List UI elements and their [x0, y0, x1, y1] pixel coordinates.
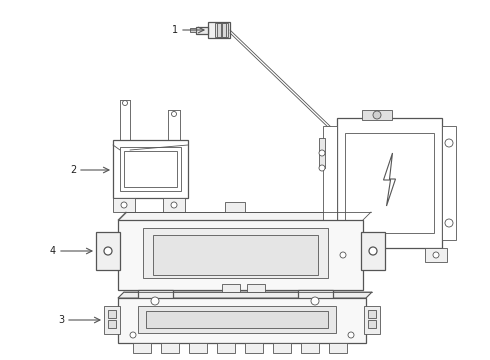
Bar: [337, 118, 442, 248]
Circle shape: [122, 100, 127, 105]
Circle shape: [121, 202, 127, 208]
Circle shape: [171, 202, 177, 208]
Bar: [108, 320, 116, 328]
Bar: [225, 202, 245, 212]
Bar: [96, 232, 120, 270]
Bar: [368, 320, 376, 328]
Bar: [301, 343, 319, 353]
Bar: [362, 110, 392, 120]
Circle shape: [172, 112, 176, 117]
Bar: [215, 23, 228, 37]
Circle shape: [445, 139, 453, 147]
Text: 4: 4: [50, 246, 56, 256]
Text: 3: 3: [58, 315, 64, 325]
Bar: [323, 126, 337, 240]
Circle shape: [319, 150, 325, 156]
Circle shape: [151, 297, 159, 305]
Bar: [113, 198, 135, 212]
Text: 2: 2: [70, 165, 76, 175]
Bar: [120, 147, 181, 191]
Bar: [327, 128, 329, 238]
Bar: [361, 232, 385, 270]
Bar: [333, 128, 335, 238]
Circle shape: [373, 111, 381, 119]
Bar: [189, 343, 207, 353]
Circle shape: [433, 252, 439, 258]
Bar: [118, 298, 366, 343]
Bar: [332, 248, 354, 262]
Bar: [133, 343, 151, 353]
Bar: [247, 284, 265, 292]
Bar: [146, 311, 328, 328]
Bar: [448, 128, 450, 238]
Circle shape: [319, 165, 325, 171]
Bar: [298, 290, 333, 312]
Bar: [190, 28, 196, 32]
Bar: [345, 133, 434, 233]
Bar: [217, 23, 221, 37]
Circle shape: [104, 247, 112, 255]
Bar: [113, 140, 188, 198]
Bar: [329, 343, 347, 353]
Bar: [208, 22, 230, 38]
Bar: [425, 248, 447, 262]
Polygon shape: [118, 292, 372, 298]
Bar: [153, 235, 318, 275]
Bar: [161, 343, 179, 353]
Bar: [222, 284, 240, 292]
Bar: [143, 228, 328, 278]
Bar: [442, 126, 456, 240]
Text: 1: 1: [172, 25, 178, 35]
Bar: [444, 128, 446, 238]
Bar: [245, 343, 263, 353]
Circle shape: [348, 332, 354, 338]
Bar: [138, 306, 336, 333]
Polygon shape: [384, 153, 395, 206]
Bar: [104, 306, 120, 334]
Polygon shape: [118, 212, 371, 220]
Bar: [330, 128, 332, 238]
Bar: [138, 290, 173, 312]
Bar: [368, 310, 376, 318]
Bar: [446, 128, 448, 238]
Circle shape: [311, 297, 319, 305]
Bar: [124, 151, 177, 187]
Bar: [163, 198, 185, 212]
Circle shape: [369, 247, 377, 255]
Circle shape: [130, 332, 136, 338]
Bar: [325, 128, 327, 238]
Bar: [196, 27, 208, 33]
Bar: [108, 310, 116, 318]
Circle shape: [340, 252, 346, 258]
Bar: [118, 220, 363, 290]
Bar: [217, 343, 235, 353]
Bar: [364, 306, 380, 334]
Circle shape: [445, 219, 453, 227]
Bar: [222, 23, 226, 37]
Bar: [442, 128, 444, 238]
Bar: [273, 343, 291, 353]
Bar: [319, 138, 325, 168]
